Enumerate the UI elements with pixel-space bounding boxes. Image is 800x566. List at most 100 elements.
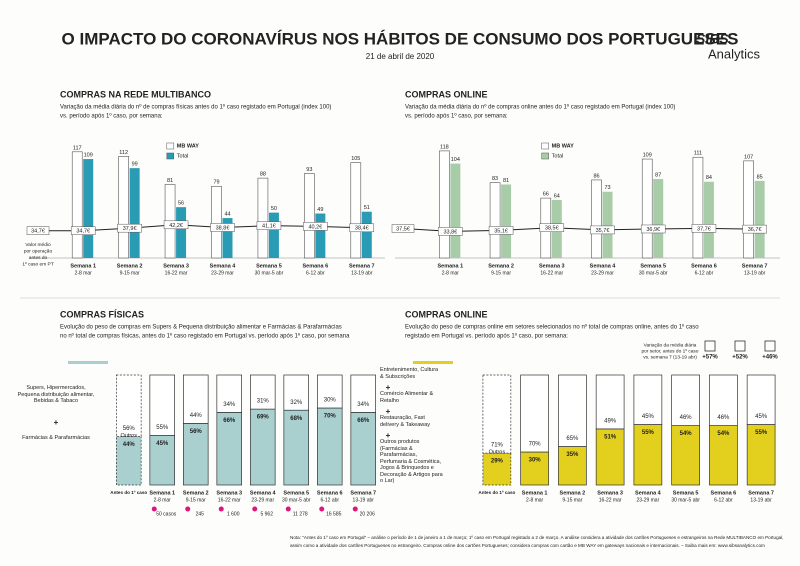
stack-value-label: 45% xyxy=(642,414,655,420)
x-tick-date: 13-19 abr xyxy=(744,270,766,276)
x-tick-date: 2-8 mar xyxy=(75,270,93,276)
case-marker xyxy=(185,506,191,512)
x-tick-date: 9-15 mar xyxy=(491,270,511,276)
x-tick-label: Semana 1 xyxy=(522,490,548,496)
x-tick-date: 6-12 abr xyxy=(320,497,339,503)
stack-segment xyxy=(595,374,625,430)
x-tick-date: 16-22 mar xyxy=(540,270,563,276)
stack-series-name: Outros xyxy=(489,450,506,456)
reference-note: por operação xyxy=(24,248,53,254)
stack-segment xyxy=(558,446,587,486)
stack-segment xyxy=(250,374,276,410)
x-tick-date: 9-15 mar xyxy=(562,497,582,503)
case-marker xyxy=(352,506,358,512)
bar-value-label: 56 xyxy=(178,201,184,207)
legend-plus: + xyxy=(386,431,391,440)
line-value-label: 37,9€ xyxy=(123,226,137,232)
chart-subtitle: vs. período após 1º caso, por semana: xyxy=(405,113,508,120)
x-tick-date: 2-8 mar xyxy=(526,497,544,503)
chart-title: COMPRAS ONLINE xyxy=(405,309,488,319)
bar-value-label: 88 xyxy=(260,172,266,178)
x-tick-date: 6-12 abr xyxy=(714,497,733,503)
x-tick-label: Semana 2 xyxy=(183,490,209,496)
x-tick-label: Semana 5 xyxy=(640,263,666,269)
line-value-label: 38,8€ xyxy=(216,225,230,231)
bar-value-label: 111 xyxy=(694,151,702,157)
x-tick-label: Semana 2 xyxy=(560,490,586,496)
value-box xyxy=(590,225,615,235)
bar-value-label: 118 xyxy=(440,144,449,150)
stack-value-label: 34% xyxy=(223,402,236,408)
bar xyxy=(129,168,140,258)
x-tick-date: 23-29 mar xyxy=(636,497,659,503)
x-tick-label: Semana 5 xyxy=(283,490,309,496)
x-tick-date: 16-22 mar xyxy=(165,270,188,276)
page-date: 21 de abril de 2020 xyxy=(366,52,435,61)
x-tick-label: Semana 6 xyxy=(711,490,737,496)
bar-value-label: 44 xyxy=(224,212,230,218)
stack-value-label: 55% xyxy=(156,425,169,431)
bar-value-label: 64 xyxy=(554,193,560,199)
bar-value-label: 49 xyxy=(317,207,323,213)
value-box xyxy=(488,226,514,235)
reference-note: 1º caso em PT xyxy=(22,261,53,267)
case-label: 1 600 xyxy=(227,511,240,517)
case-label: 20 206 xyxy=(360,511,376,517)
stack-segment xyxy=(116,374,142,437)
stack-segment xyxy=(350,374,376,413)
value-box xyxy=(163,220,189,230)
x-tick-date: 30 mar-5 abr xyxy=(671,497,700,503)
x-tick-date: 13-19 abr xyxy=(351,270,373,276)
header-band xyxy=(68,361,108,364)
stack-value-label: 44% xyxy=(190,413,203,419)
chart-title: COMPRAS ONLINE xyxy=(405,89,488,99)
stack-segment xyxy=(482,374,512,454)
x-tick-label: Semana 7 xyxy=(748,490,774,496)
bar-value-label: 109 xyxy=(84,153,93,159)
line-value-label: 38,5€ xyxy=(545,226,559,232)
stack-value-label: 69% xyxy=(257,415,270,421)
value-box xyxy=(742,224,767,234)
variation-label: +57% xyxy=(702,355,718,361)
stack-value-label: 55% xyxy=(755,430,768,436)
bar xyxy=(361,211,372,258)
stack-segment xyxy=(317,374,343,409)
value-box xyxy=(117,223,142,233)
bar-value-label: 109 xyxy=(643,153,652,159)
bar-value-label: 86 xyxy=(593,173,599,179)
x-tick-date: 2-8 mar xyxy=(442,270,460,276)
x-tick-label: Semana 1 xyxy=(438,263,464,269)
x-tick-date: 6-12 abr xyxy=(306,270,325,276)
line-value-label: 35,1€ xyxy=(494,228,508,234)
x-tick-label: Antes do 1º caso xyxy=(110,490,147,495)
bar xyxy=(754,180,765,258)
legend-swatch xyxy=(166,142,175,150)
bar xyxy=(641,158,653,259)
stack-segment xyxy=(520,451,549,486)
bar xyxy=(315,213,326,258)
page-title: O IMPACTO DO CORONAVÍRUS NOS HÁBITOS DE … xyxy=(62,29,739,48)
stack-segment xyxy=(671,425,700,486)
x-tick-label: Semana 3 xyxy=(539,263,565,269)
stack-value-label: 65% xyxy=(566,436,579,442)
chart-subtitle: vs. período após 1º caso, por semana: xyxy=(60,113,163,120)
footnote: assim como a atividade dos cartões Portu… xyxy=(290,543,765,548)
value-box xyxy=(349,223,375,233)
variation-note: vs. semana 7 (13-19 abr) xyxy=(643,354,697,360)
x-tick-label: Semana 1 xyxy=(70,263,96,269)
bar xyxy=(257,177,269,259)
bar xyxy=(350,162,362,259)
bar xyxy=(118,156,129,259)
stack-value-label: 31% xyxy=(257,399,270,405)
bar xyxy=(692,156,704,259)
stack-value-label: 46% xyxy=(717,415,730,421)
value-box xyxy=(640,224,666,234)
bar-value-label: 99 xyxy=(132,162,138,168)
legend-plus: + xyxy=(386,383,391,392)
x-tick-label: Semana 2 xyxy=(117,263,143,269)
legend-swatch xyxy=(541,142,549,150)
legend-label: Total xyxy=(552,153,564,159)
stack-value-label: 34% xyxy=(357,402,370,408)
bar xyxy=(653,179,664,258)
